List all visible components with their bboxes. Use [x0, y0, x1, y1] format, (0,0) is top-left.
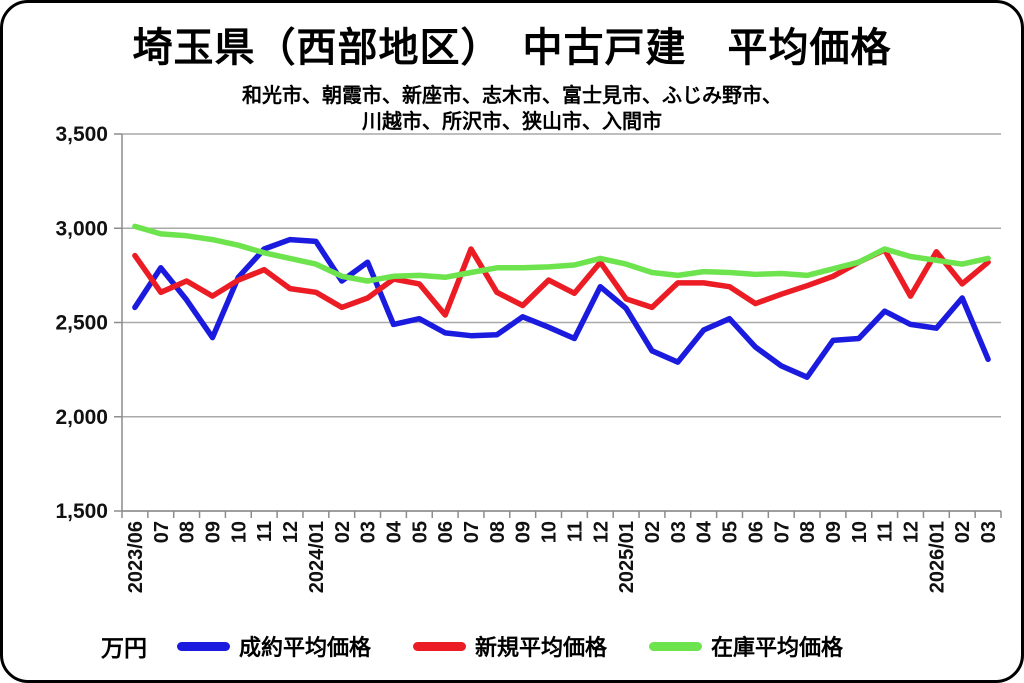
y-axis-label: 1,500 — [55, 500, 108, 523]
x-axis-label: 08 — [797, 521, 819, 543]
x-axis-label: 2025/01 — [616, 521, 638, 593]
y-axis-unit-label: 万円 — [101, 635, 147, 661]
x-axis-label: 07 — [771, 521, 793, 543]
x-axis-label: 07 — [461, 521, 483, 543]
y-axis-label: 3,000 — [55, 217, 108, 240]
x-axis-label: 10 — [228, 521, 250, 543]
inventory-price-line-swatch-icon — [649, 641, 703, 651]
x-axis-label: 06 — [435, 521, 457, 543]
legend-label-contracted-price: 成約平均価格 — [239, 635, 372, 660]
x-axis-label: 11 — [875, 521, 897, 542]
x-axis-label: 11 — [254, 521, 276, 542]
contracted-price-series-line — [132, 236, 991, 380]
x-axis-label: 04 — [694, 520, 716, 543]
x-axis-label: 03 — [358, 521, 380, 543]
legend-item-contracted-price: 成約平均価格 — [177, 630, 371, 662]
x-axis-label: 09 — [202, 521, 224, 543]
x-axis-label: 05 — [720, 521, 742, 543]
x-axis-label: 07 — [151, 521, 173, 543]
contracted-price-line-swatch-icon — [177, 641, 230, 651]
legend-item-new-listing-price: 新規平均価格 — [413, 630, 607, 662]
inventory-price-series-line — [132, 223, 991, 284]
x-axis-label: 2024/01 — [306, 521, 328, 593]
chart-title: 埼玉県（西部地区） 中古戸建 平均価格 — [132, 26, 892, 70]
x-axis-label: 08 — [487, 521, 509, 543]
x-axis-label: 2023/06 — [125, 521, 147, 593]
new-listing-price-series-line — [132, 246, 991, 318]
x-axis-label: 04 — [383, 520, 405, 543]
x-axis-label: 10 — [539, 521, 561, 543]
x-axis-label: 12 — [280, 521, 302, 543]
x-axis-label: 09 — [513, 521, 535, 543]
y-axis-label: 2,000 — [55, 406, 108, 429]
new-listing-price-line-swatch-icon — [413, 641, 467, 651]
x-axis-label: 02 — [332, 521, 354, 543]
y-axis-label: 3,500 — [55, 123, 108, 146]
x-axis-label: 12 — [590, 521, 612, 543]
legend-label-new-listing-price: 新規平均価格 — [475, 635, 608, 660]
chart-legend: 万円 成約平均価格 新規平均価格 在庫平均価格 — [101, 629, 885, 663]
x-axis-label: 11 — [564, 521, 586, 542]
legend-item-inventory-price: 在庫平均価格 — [649, 630, 843, 662]
legend-label-inventory-price: 在庫平均価格 — [711, 635, 844, 660]
x-axis-label: 10 — [849, 521, 871, 543]
chart-subtitle-line1: 和光市、朝霞市、新座市、志木市、富士見市、ふじみ野市、 — [242, 85, 782, 107]
x-axis-label: 12 — [901, 521, 923, 543]
x-axis-label: 02 — [952, 521, 974, 543]
y-axis-label: 2,500 — [55, 312, 108, 335]
x-axis-label: 03 — [978, 521, 1000, 543]
x-axis-label: 05 — [409, 521, 431, 543]
x-axis-label: 08 — [177, 521, 199, 543]
x-axis-label: 03 — [668, 521, 690, 543]
x-axis-label: 2026/01 — [926, 521, 948, 593]
chart-subtitle-line2: 川越市、所沢市、狭山市、入間市 — [362, 111, 662, 133]
x-axis-label: 02 — [642, 521, 664, 543]
x-axis-label: 06 — [745, 521, 767, 543]
x-axis-label: 09 — [823, 521, 845, 543]
